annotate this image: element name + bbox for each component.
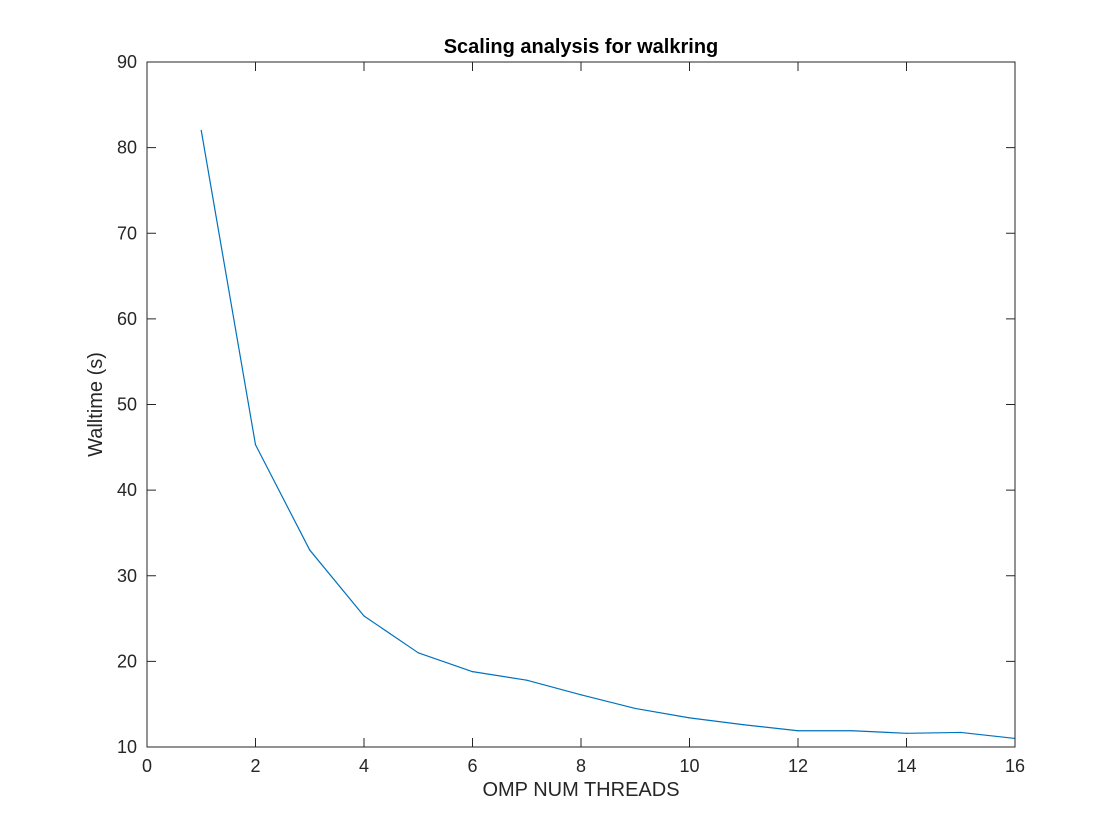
- y-tick-label: 10: [117, 737, 137, 757]
- tick-labels: 0 2 4 6 8 10 12 14 16 10 20 30 40 50 60 70 80 90: [117, 52, 1025, 776]
- y-tick-label: 50: [117, 395, 137, 415]
- data-point: [634, 707, 636, 710]
- y-tick-label: 90: [117, 52, 137, 72]
- x-tick-label: 16: [1005, 756, 1025, 776]
- x-tick-label: 8: [576, 756, 586, 776]
- data-point: [797, 730, 799, 732]
- data-point: [309, 549, 311, 551]
- data-point: [905, 732, 908, 734]
- y-tick-label: 40: [117, 480, 137, 500]
- x-tick-label: 10: [679, 756, 699, 776]
- y-tick-label: 30: [117, 566, 137, 586]
- y-tick-label: 60: [117, 309, 137, 329]
- x-tick-label: 12: [788, 756, 808, 776]
- y-tick-label: 80: [117, 138, 137, 158]
- axes-box: [146, 61, 1016, 748]
- y-tick-label: 70: [117, 223, 137, 243]
- x-tick-label: 14: [896, 756, 916, 776]
- data-point: [526, 679, 528, 681]
- y-tick-label: 20: [117, 651, 137, 671]
- data-point: [851, 730, 853, 732]
- data-point: [363, 615, 365, 617]
- x-tick-label: 2: [250, 756, 260, 776]
- data-point: [417, 652, 419, 654]
- data-point: [580, 694, 582, 696]
- data-point: [471, 671, 474, 673]
- series-line: [200, 130, 1016, 740]
- plot-area: [147, 62, 1015, 747]
- data-point: [743, 724, 745, 726]
- x-tick-label: 0: [142, 756, 152, 776]
- data-point: [254, 444, 257, 446]
- x-axis-label: OMP NUM THREADS: [482, 779, 679, 801]
- data-point: [200, 129, 202, 132]
- series-layer: [200, 129, 1016, 740]
- y-axis-label: Walltime (s): [85, 352, 107, 457]
- data-point: [688, 717, 691, 719]
- data-point: [960, 731, 962, 734]
- x-tick-label: 6: [467, 756, 477, 776]
- x-tick-label: 4: [359, 756, 369, 776]
- chart-title: Scaling analysis for walkring: [444, 36, 719, 58]
